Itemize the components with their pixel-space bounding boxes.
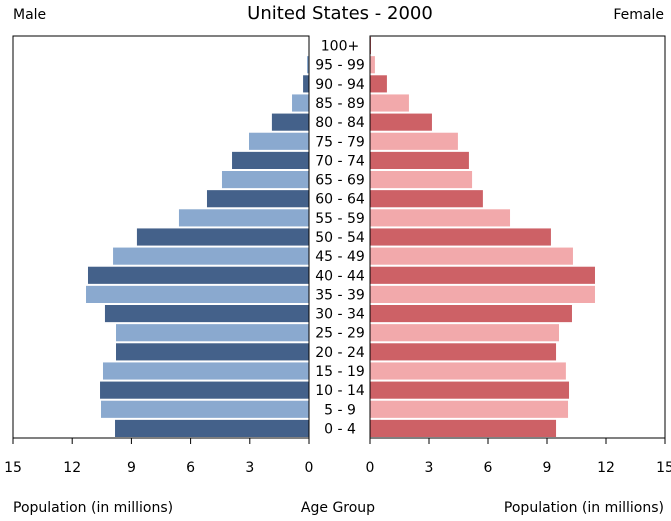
bar	[370, 209, 511, 227]
category-label: 50 - 54	[315, 230, 365, 246]
bar	[370, 151, 469, 169]
bar	[271, 113, 309, 131]
x-tick-label: 3	[425, 460, 434, 476]
bar	[370, 419, 557, 437]
bar	[292, 94, 309, 112]
bar	[370, 400, 569, 418]
bar	[303, 75, 309, 93]
bar	[100, 381, 309, 399]
chart-title: United States - 2000	[247, 3, 433, 24]
legend-label: Male	[13, 7, 46, 23]
category-label: 65 - 69	[315, 173, 365, 189]
bar	[249, 132, 309, 150]
bar	[370, 324, 559, 342]
bar	[370, 343, 557, 361]
bar	[116, 343, 310, 361]
plot-frame	[12, 35, 310, 439]
category-label: 20 - 24	[315, 345, 365, 361]
bar	[221, 171, 309, 189]
bar	[370, 305, 572, 323]
x-tick-label: 15	[4, 460, 22, 476]
bar	[116, 324, 310, 342]
x-tick-label: 9	[543, 460, 552, 476]
x-tick-label: 3	[245, 460, 254, 476]
category-label: 45 - 49	[315, 249, 365, 265]
category-label: 35 - 39	[315, 287, 365, 303]
bar	[370, 56, 375, 74]
bar	[87, 266, 309, 284]
bar	[370, 228, 551, 246]
bar	[101, 400, 309, 418]
y-axis-label: Age Group	[301, 500, 375, 516]
category-label: 95 - 99	[315, 58, 365, 74]
category-label: 85 - 89	[315, 96, 365, 112]
bar	[370, 285, 595, 303]
category-label: 25 - 29	[315, 326, 365, 342]
category-label: 90 - 94	[315, 77, 365, 93]
category-label: 0 - 4	[324, 421, 356, 437]
category-label: 100+	[321, 39, 359, 55]
category-label: 40 - 44	[315, 268, 365, 284]
bar	[370, 171, 473, 189]
x-tick-label: 15	[656, 460, 671, 476]
bar	[370, 113, 432, 131]
bar	[178, 209, 309, 227]
category-label: 60 - 64	[315, 192, 365, 208]
bar	[370, 381, 570, 399]
bar	[370, 75, 387, 93]
bar	[115, 419, 309, 437]
bar	[307, 56, 309, 74]
bar	[370, 362, 566, 380]
x-tick-label: 6	[186, 460, 195, 476]
bar	[206, 190, 309, 208]
bar	[370, 190, 483, 208]
x-tick-label: 0	[305, 460, 314, 476]
category-label: 30 - 34	[315, 307, 365, 323]
x-tick-label: 6	[484, 460, 493, 476]
bar	[86, 285, 309, 303]
x-axis-label: Population (in millions)	[504, 500, 664, 516]
bar	[370, 247, 573, 265]
category-label: 55 - 59	[315, 211, 365, 227]
bar	[136, 228, 309, 246]
bar	[113, 247, 309, 265]
x-axis-label: Population (in millions)	[13, 500, 173, 516]
x-tick-label: 12	[597, 460, 615, 476]
category-label: 15 - 19	[315, 364, 365, 380]
x-tick-label: 0	[366, 460, 375, 476]
category-label: 75 - 79	[315, 134, 365, 150]
bar	[104, 305, 309, 323]
bar	[370, 94, 409, 112]
bar	[370, 132, 458, 150]
plot-frame	[369, 35, 666, 439]
bar	[232, 151, 309, 169]
x-tick-label: 9	[127, 460, 136, 476]
category-label: 80 - 84	[315, 115, 365, 131]
x-tick-label: 12	[63, 460, 81, 476]
bar	[370, 266, 595, 284]
legend-label: Female	[613, 7, 664, 23]
category-label: 10 - 14	[315, 383, 365, 399]
category-label: 70 - 74	[315, 153, 365, 169]
category-label: 5 - 9	[324, 402, 356, 418]
bar	[102, 362, 309, 380]
